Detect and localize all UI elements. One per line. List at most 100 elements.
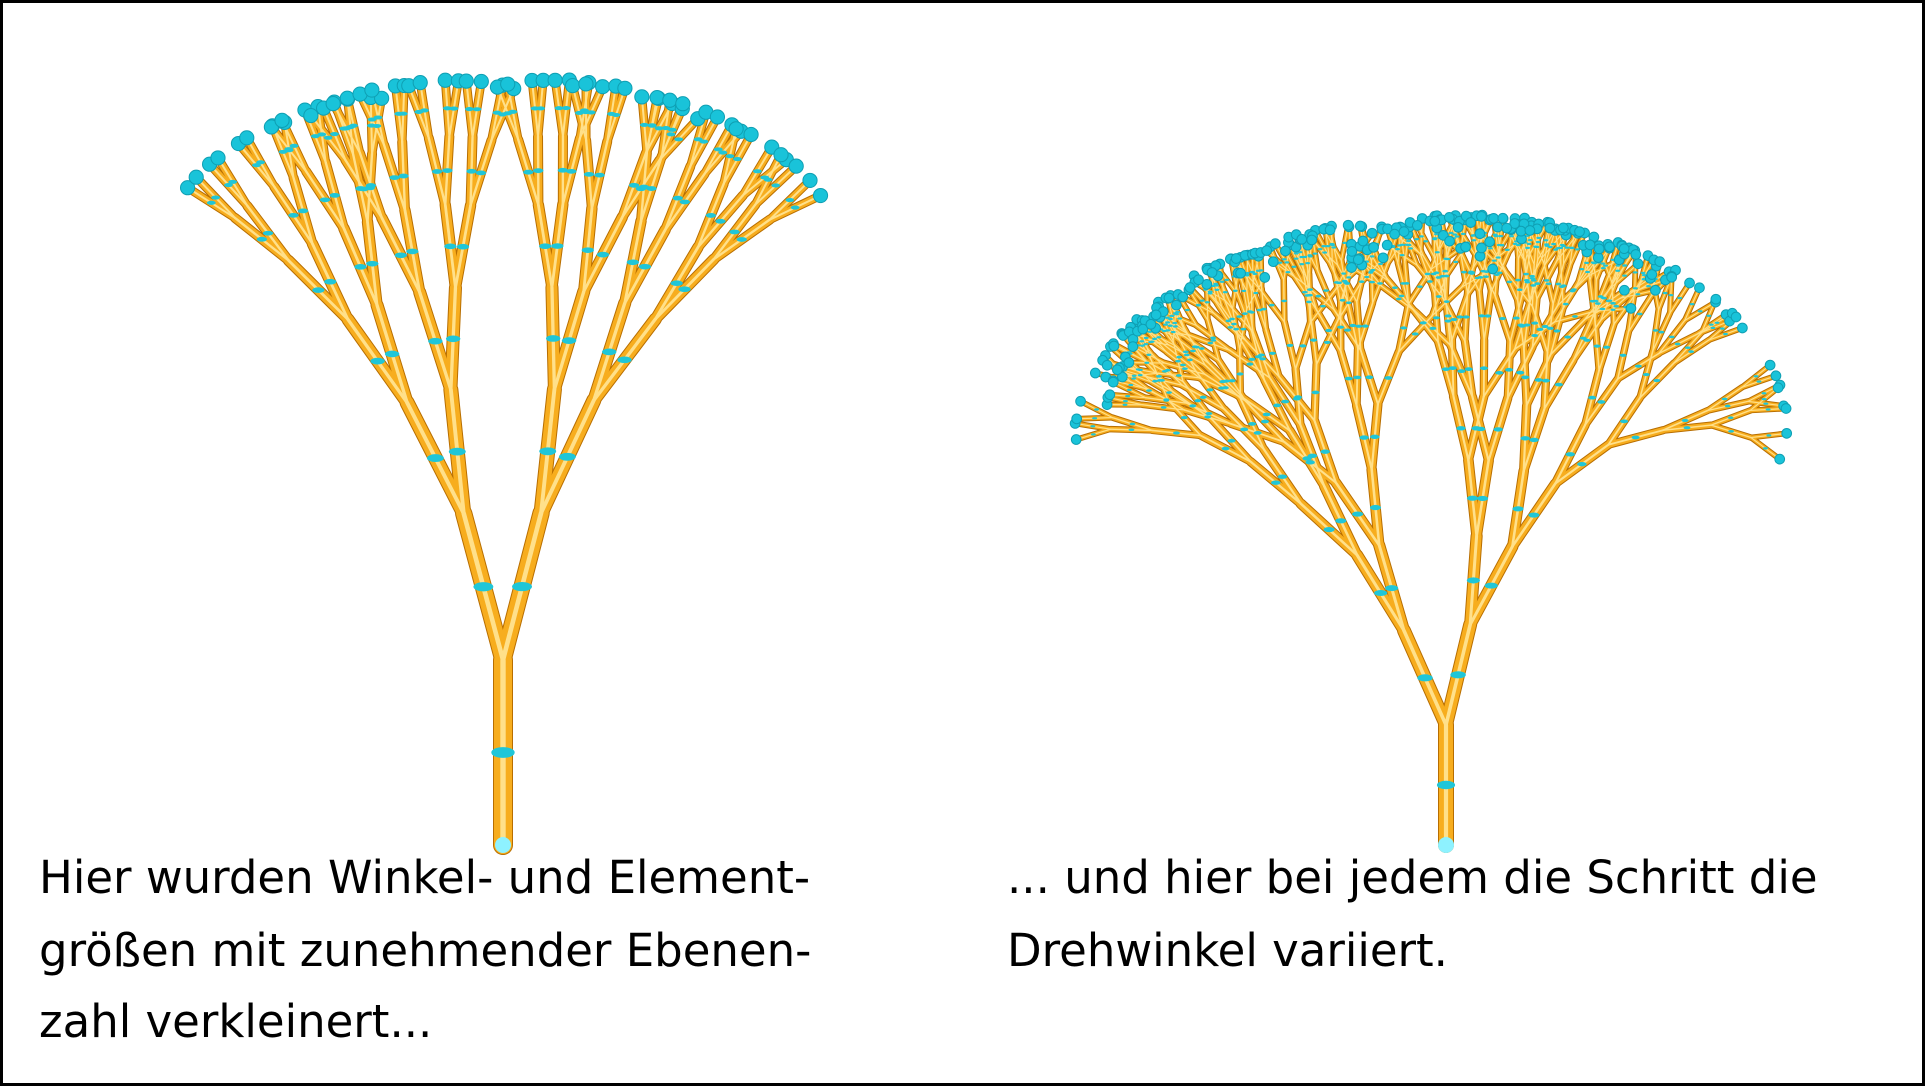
ring bbox=[1250, 271, 1256, 274]
tip bbox=[1389, 228, 1400, 240]
ring bbox=[1406, 239, 1411, 243]
ring bbox=[354, 264, 367, 270]
ring bbox=[1164, 316, 1170, 319]
ring bbox=[384, 350, 400, 358]
ring bbox=[1355, 324, 1363, 328]
ring bbox=[1207, 341, 1214, 345]
tree-right bbox=[1069, 209, 1793, 853]
ring bbox=[1453, 260, 1459, 264]
ring bbox=[228, 179, 238, 184]
ring bbox=[1684, 346, 1691, 350]
ring bbox=[1170, 330, 1176, 334]
ring bbox=[1167, 317, 1173, 321]
ring bbox=[1668, 294, 1674, 297]
ring bbox=[1727, 416, 1734, 420]
ring bbox=[1184, 308, 1190, 312]
ring bbox=[1292, 396, 1301, 401]
ring bbox=[1531, 333, 1539, 338]
tip bbox=[1411, 220, 1423, 231]
ring bbox=[1395, 297, 1402, 301]
ring bbox=[1302, 255, 1308, 259]
ring bbox=[545, 335, 561, 342]
ring bbox=[1443, 274, 1450, 278]
ring bbox=[1530, 284, 1537, 287]
ring bbox=[1323, 340, 1331, 344]
tip bbox=[1694, 282, 1705, 294]
ring bbox=[1423, 240, 1429, 243]
ring bbox=[1600, 266, 1606, 270]
tip bbox=[1104, 389, 1116, 401]
ring bbox=[1395, 247, 1401, 251]
ring bbox=[1652, 329, 1659, 332]
ring bbox=[1766, 434, 1772, 437]
ring bbox=[366, 260, 379, 267]
ring bbox=[1499, 316, 1507, 321]
ring bbox=[1135, 368, 1141, 371]
ring bbox=[1090, 425, 1096, 428]
ring bbox=[715, 218, 726, 224]
ring bbox=[551, 243, 564, 249]
ring bbox=[1495, 256, 1501, 259]
ring bbox=[1207, 290, 1213, 293]
ring bbox=[785, 197, 795, 203]
ring bbox=[1603, 345, 1610, 349]
tip bbox=[1342, 219, 1354, 231]
ring bbox=[1187, 358, 1193, 362]
ring bbox=[1585, 270, 1591, 274]
ring bbox=[252, 163, 261, 168]
ring bbox=[456, 243, 470, 250]
ring bbox=[1487, 247, 1493, 250]
ring bbox=[1167, 324, 1173, 327]
ring bbox=[1240, 327, 1247, 331]
tip bbox=[374, 90, 390, 106]
tip bbox=[1452, 221, 1464, 233]
tip bbox=[1737, 322, 1748, 334]
ring bbox=[1448, 231, 1454, 235]
ring bbox=[406, 248, 419, 255]
ring bbox=[1345, 301, 1352, 305]
ring bbox=[1156, 375, 1162, 378]
tip bbox=[1646, 269, 1658, 280]
ring bbox=[1397, 244, 1402, 247]
tip bbox=[1501, 222, 1513, 234]
ring bbox=[1419, 321, 1427, 325]
ring bbox=[1361, 324, 1369, 328]
tip bbox=[1296, 233, 1308, 245]
ring bbox=[1210, 336, 1217, 340]
ring bbox=[373, 115, 383, 120]
ring bbox=[1525, 246, 1531, 250]
ring bbox=[736, 237, 747, 242]
ring bbox=[1516, 370, 1525, 375]
tip bbox=[617, 80, 633, 96]
ring bbox=[1277, 261, 1283, 264]
ring bbox=[523, 169, 534, 175]
ring bbox=[1577, 461, 1587, 467]
tip bbox=[1604, 241, 1615, 253]
ring bbox=[1222, 291, 1228, 294]
ring bbox=[1536, 236, 1542, 240]
ring bbox=[1125, 395, 1131, 398]
ring bbox=[1523, 272, 1530, 276]
ring bbox=[1398, 294, 1405, 298]
ring bbox=[1317, 248, 1323, 251]
ring bbox=[1378, 262, 1384, 265]
ring bbox=[1551, 242, 1557, 246]
ring bbox=[1227, 326, 1234, 329]
ring bbox=[1753, 375, 1759, 378]
tip bbox=[1306, 234, 1318, 246]
tip bbox=[1230, 253, 1242, 264]
caption-left: Hier wurden Winkel- und Element- größen … bbox=[39, 851, 826, 1048]
tip bbox=[1377, 252, 1389, 264]
ring bbox=[1305, 261, 1311, 265]
ring bbox=[1590, 261, 1596, 264]
ring bbox=[1358, 280, 1365, 284]
ring bbox=[1196, 304, 1202, 307]
ring bbox=[426, 454, 444, 462]
ring bbox=[1400, 326, 1408, 330]
ring bbox=[1444, 319, 1452, 323]
ring bbox=[1603, 264, 1609, 267]
ring bbox=[1634, 364, 1642, 368]
ring bbox=[310, 134, 320, 139]
ring bbox=[1495, 370, 1504, 375]
ring bbox=[1714, 321, 1720, 324]
